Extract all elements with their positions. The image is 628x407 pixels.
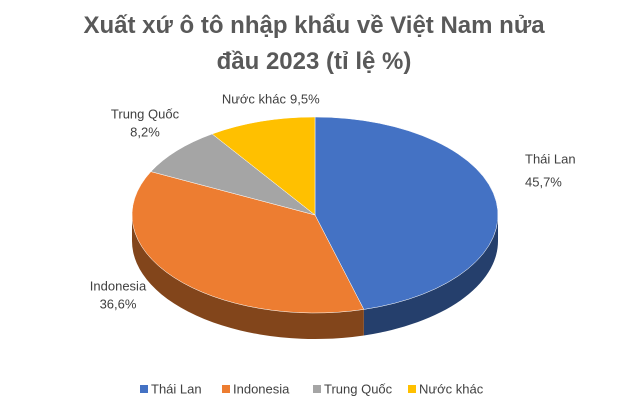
slice-side <box>132 215 364 339</box>
data-label-value: 45,7% <box>525 174 562 189</box>
slice <box>131 171 365 314</box>
slice <box>211 116 316 216</box>
legend-label: Thái Lan <box>151 381 202 396</box>
legend-swatch <box>408 385 416 393</box>
legend-label: Nước khác <box>419 381 484 396</box>
data-label-category: Thái Lan <box>525 151 576 166</box>
legend-swatch <box>313 385 321 393</box>
legend-swatch <box>140 385 148 393</box>
slice <box>314 116 499 310</box>
slice <box>150 133 316 216</box>
data-label-category: Indonesia <box>90 278 147 293</box>
data-label-value: 8,2% <box>130 124 160 139</box>
data-label-value: 9,5% <box>290 91 320 106</box>
legend-label: Trung Quốc <box>324 381 393 396</box>
slice-side <box>363 215 498 336</box>
legend-label: Indonesia <box>233 381 290 396</box>
data-label-category: Nước khác <box>222 91 287 106</box>
data-label-value: 36,6% <box>100 296 137 311</box>
data-label-category: Trung Quốc <box>111 106 180 121</box>
chart-title: Xuất xứ ô tô nhập khẩu về Việt Nam nửa đ… <box>83 12 545 75</box>
legend-swatch <box>222 385 230 393</box>
